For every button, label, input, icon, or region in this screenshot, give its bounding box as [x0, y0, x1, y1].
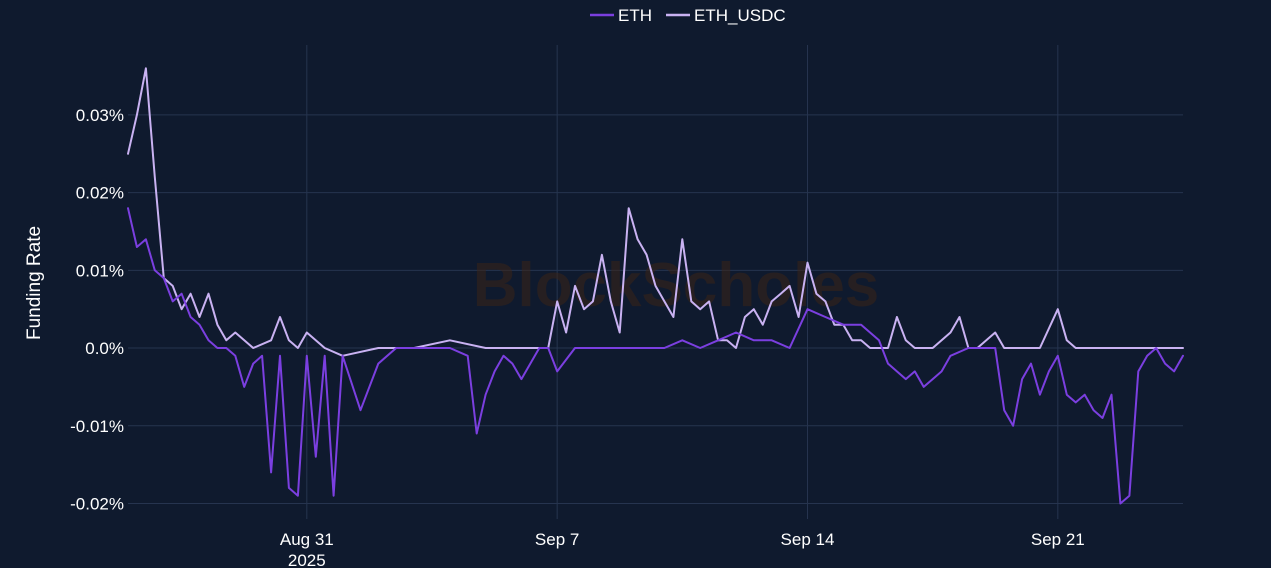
legend-item-eth[interactable]: ETH: [590, 6, 652, 25]
y-tick-label: 0.03%: [76, 106, 124, 125]
x-tick-label: Aug 31: [280, 530, 334, 549]
legend-item-eth-usdc[interactable]: ETH_USDC: [666, 6, 786, 25]
y-tick-label: 0.01%: [76, 261, 124, 280]
series-line-eth: [127, 207, 1184, 505]
y-tick-label: 0.02%: [76, 184, 124, 203]
y-tick-label: 0.0%: [85, 339, 124, 358]
y-axis-title: Funding Rate: [24, 226, 45, 340]
x-tick-label: Sep 21: [1031, 530, 1085, 549]
x-tick-label: Sep 7: [535, 530, 579, 549]
x-tick-label: Sep 14: [781, 530, 835, 549]
watermark: BlockScholes: [473, 251, 880, 320]
legend-label: ETH: [618, 6, 652, 25]
y-tick-label: -0.02%: [70, 494, 124, 513]
series-line-eth-usdc: [127, 67, 1184, 357]
legend-label: ETH_USDC: [694, 6, 786, 25]
x-tick-year-label: 2025: [288, 551, 326, 568]
legend[interactable]: ETH ETH_USDC: [590, 6, 786, 25]
axis-layer: -0.02% -0.01% 0.0% 0.01% 0.02% 0.03% Aug 31 202…: [70, 106, 1085, 568]
y-tick-label: -0.01%: [70, 417, 124, 436]
series-layer: [127, 67, 1184, 505]
